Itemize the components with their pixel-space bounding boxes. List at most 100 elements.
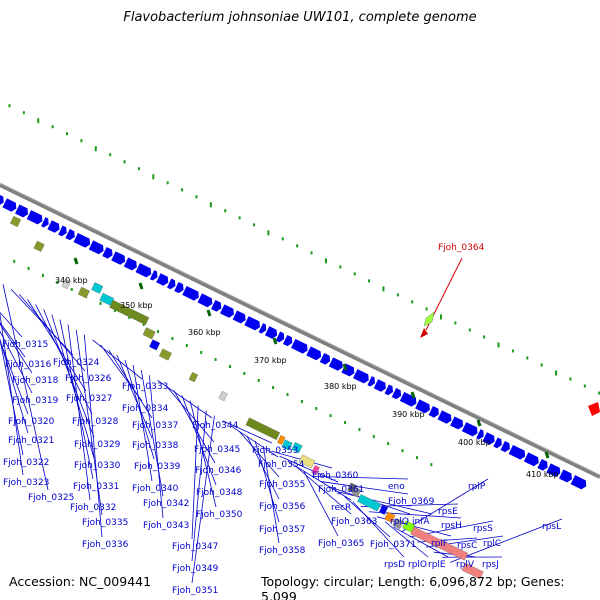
gene-label[interactable]: Fjoh_0320 (8, 417, 55, 427)
gene-label[interactable]: Fjoh_0342 (143, 499, 189, 509)
gene-label[interactable]: rplP (468, 482, 486, 492)
gene-label[interactable]: Fjoh_0350 (196, 510, 243, 520)
gene-label[interactable]: Fjoh_0329 (74, 440, 121, 450)
gene-label[interactable]: rplF (431, 539, 448, 549)
gc-dot-inner (344, 421, 347, 425)
gene-label[interactable]: Fjoh_0349 (172, 564, 219, 574)
leader-line (181, 395, 217, 486)
gene-label[interactable]: Fjoh_0346 (195, 466, 242, 476)
gc-dot (368, 279, 371, 283)
gene-label[interactable]: Fjoh_0340 (132, 484, 179, 494)
gene-label[interactable]: Fjoh_0354 (258, 460, 305, 470)
leader-line (165, 385, 215, 443)
gc-dot (66, 132, 69, 136)
gene-label[interactable]: Fjoh_0348 (196, 488, 243, 498)
gc-dot-inner (27, 266, 30, 270)
gene-label[interactable]: Fjoh_0325 (28, 493, 74, 503)
gene-arrow (476, 429, 484, 440)
gene-label[interactable]: Fjoh_0339 (134, 462, 181, 472)
highlight-marker (420, 328, 428, 338)
gc-dot (123, 160, 126, 164)
gene-arrow (135, 263, 152, 278)
gene-label[interactable]: Fjoh_0324 (53, 358, 100, 368)
gene-label[interactable]: rpsH (441, 521, 462, 531)
gene-label[interactable]: Fjoh_0363 (331, 517, 377, 527)
feature-block (61, 278, 71, 290)
feature-block (410, 526, 469, 561)
gene-label[interactable]: Fjoh_0330 (74, 461, 121, 471)
gene-label[interactable]: Fjoh_0337 (132, 421, 178, 431)
gene-label[interactable]: rpsC (457, 541, 477, 551)
gene-label[interactable]: rplO (408, 560, 427, 570)
gene-label[interactable]: Fjoh_0356 (259, 502, 306, 512)
gene-arrow (232, 310, 246, 324)
gene-label[interactable]: Fjoh_0351 (172, 586, 218, 596)
gene-label[interactable]: Fjoh_0335 (82, 518, 128, 528)
gene-arrow (26, 210, 43, 225)
gene-label[interactable]: Fjoh_0334 (122, 404, 169, 414)
gene-label[interactable]: Fjoh_0344 (192, 421, 239, 431)
gc-dot (324, 258, 327, 264)
gene-label[interactable]: Fjoh_0319 (12, 396, 59, 406)
gene-label[interactable]: rpsS (473, 524, 493, 534)
highlight-label[interactable]: Fjoh_0364 (438, 243, 485, 253)
gene-label[interactable]: Fjoh_0316 (5, 360, 52, 370)
gene-label[interactable]: Fjoh_0365 (318, 539, 364, 549)
gene-label[interactable]: Fjoh_0369 (388, 497, 435, 507)
gene-label[interactable]: rplC (483, 539, 501, 549)
leader-line (0, 330, 33, 394)
gene-label[interactable]: Fjoh_0338 (132, 441, 179, 451)
gc-dot-inner (157, 329, 160, 333)
gene-label[interactable]: Fjoh_0353 (252, 446, 298, 456)
gene-label[interactable]: Fjoh_0322 (3, 458, 49, 468)
gene-label[interactable]: Fjoh_0347 (172, 542, 218, 552)
leader-line (35, 304, 93, 415)
gene-label[interactable]: Fjoh_0321 (8, 436, 54, 446)
gene-label[interactable]: Fjoh_0343 (143, 521, 189, 531)
gene-label[interactable]: rplQ (390, 517, 409, 527)
gene-label[interactable]: Fjoh_0331 (73, 482, 119, 492)
gene-label[interactable]: Fjoh_0361 (318, 485, 364, 495)
gene-label[interactable]: Fjoh_0326 (65, 374, 112, 384)
gene-label[interactable]: Fjoh_0371 (370, 540, 416, 550)
gene-label[interactable]: Fjoh_0355 (259, 480, 305, 490)
gene-label[interactable]: rplV (456, 560, 475, 570)
gene-label[interactable]: Fjoh_0332 (70, 503, 116, 513)
gene-label[interactable]: Fjoh_0360 (312, 471, 359, 481)
gene-label[interactable]: Fjoh_0358 (259, 546, 306, 556)
highlighted-gene[interactable]: Fjoh_0364 (420, 243, 600, 416)
gene-label[interactable]: recR (331, 503, 351, 513)
gene-label[interactable]: rpsL (542, 522, 561, 532)
gene-arrow (149, 270, 158, 281)
gene-label[interactable]: eno (388, 482, 405, 492)
gene-label[interactable]: Fjoh_0357 (259, 525, 305, 535)
feature-block (142, 327, 156, 340)
gc-dot (94, 146, 97, 152)
gene-arrow (166, 278, 176, 290)
gene-label[interactable]: Fjoh_0323 (3, 478, 49, 488)
feature-block (461, 562, 484, 580)
gc-dot-inner (257, 379, 260, 383)
gene-label[interactable]: Fjoh_0327 (66, 394, 112, 404)
gene-arrow (15, 204, 29, 218)
gc-dot (253, 223, 256, 227)
gene-label[interactable]: Fjoh_0328 (72, 417, 119, 427)
gene-label[interactable]: rplE (428, 560, 446, 570)
leader-line (83, 334, 103, 538)
gene-labels[interactable]: Fjoh_0315 Fjoh_0316 Fjoh_0318 Fjoh_0319 Fjoh… (2, 340, 561, 596)
gene-label[interactable]: Fjoh_0315 (2, 340, 48, 350)
gc-dot-inner (99, 301, 102, 305)
gene-label[interactable]: infA (412, 517, 430, 527)
topology-text: Topology: circular; Length: 6,096,872 bp… (261, 574, 565, 600)
gene-label[interactable]: rpsJ (482, 560, 499, 570)
gc-dot (425, 307, 428, 311)
gene-label[interactable]: Fjoh_0345 (194, 445, 240, 455)
gene-label[interactable]: rpsE (438, 507, 458, 517)
gene-arrow (537, 458, 548, 471)
gene-label[interactable]: Fjoh_0318 (12, 376, 59, 386)
gene-label[interactable]: Fjoh_0336 (82, 540, 129, 550)
gene-label[interactable]: rpsD (384, 560, 405, 570)
leader-line (18, 294, 86, 372)
gene-label[interactable]: Fjoh_0333 (122, 382, 168, 392)
leader-line (0, 338, 29, 434)
